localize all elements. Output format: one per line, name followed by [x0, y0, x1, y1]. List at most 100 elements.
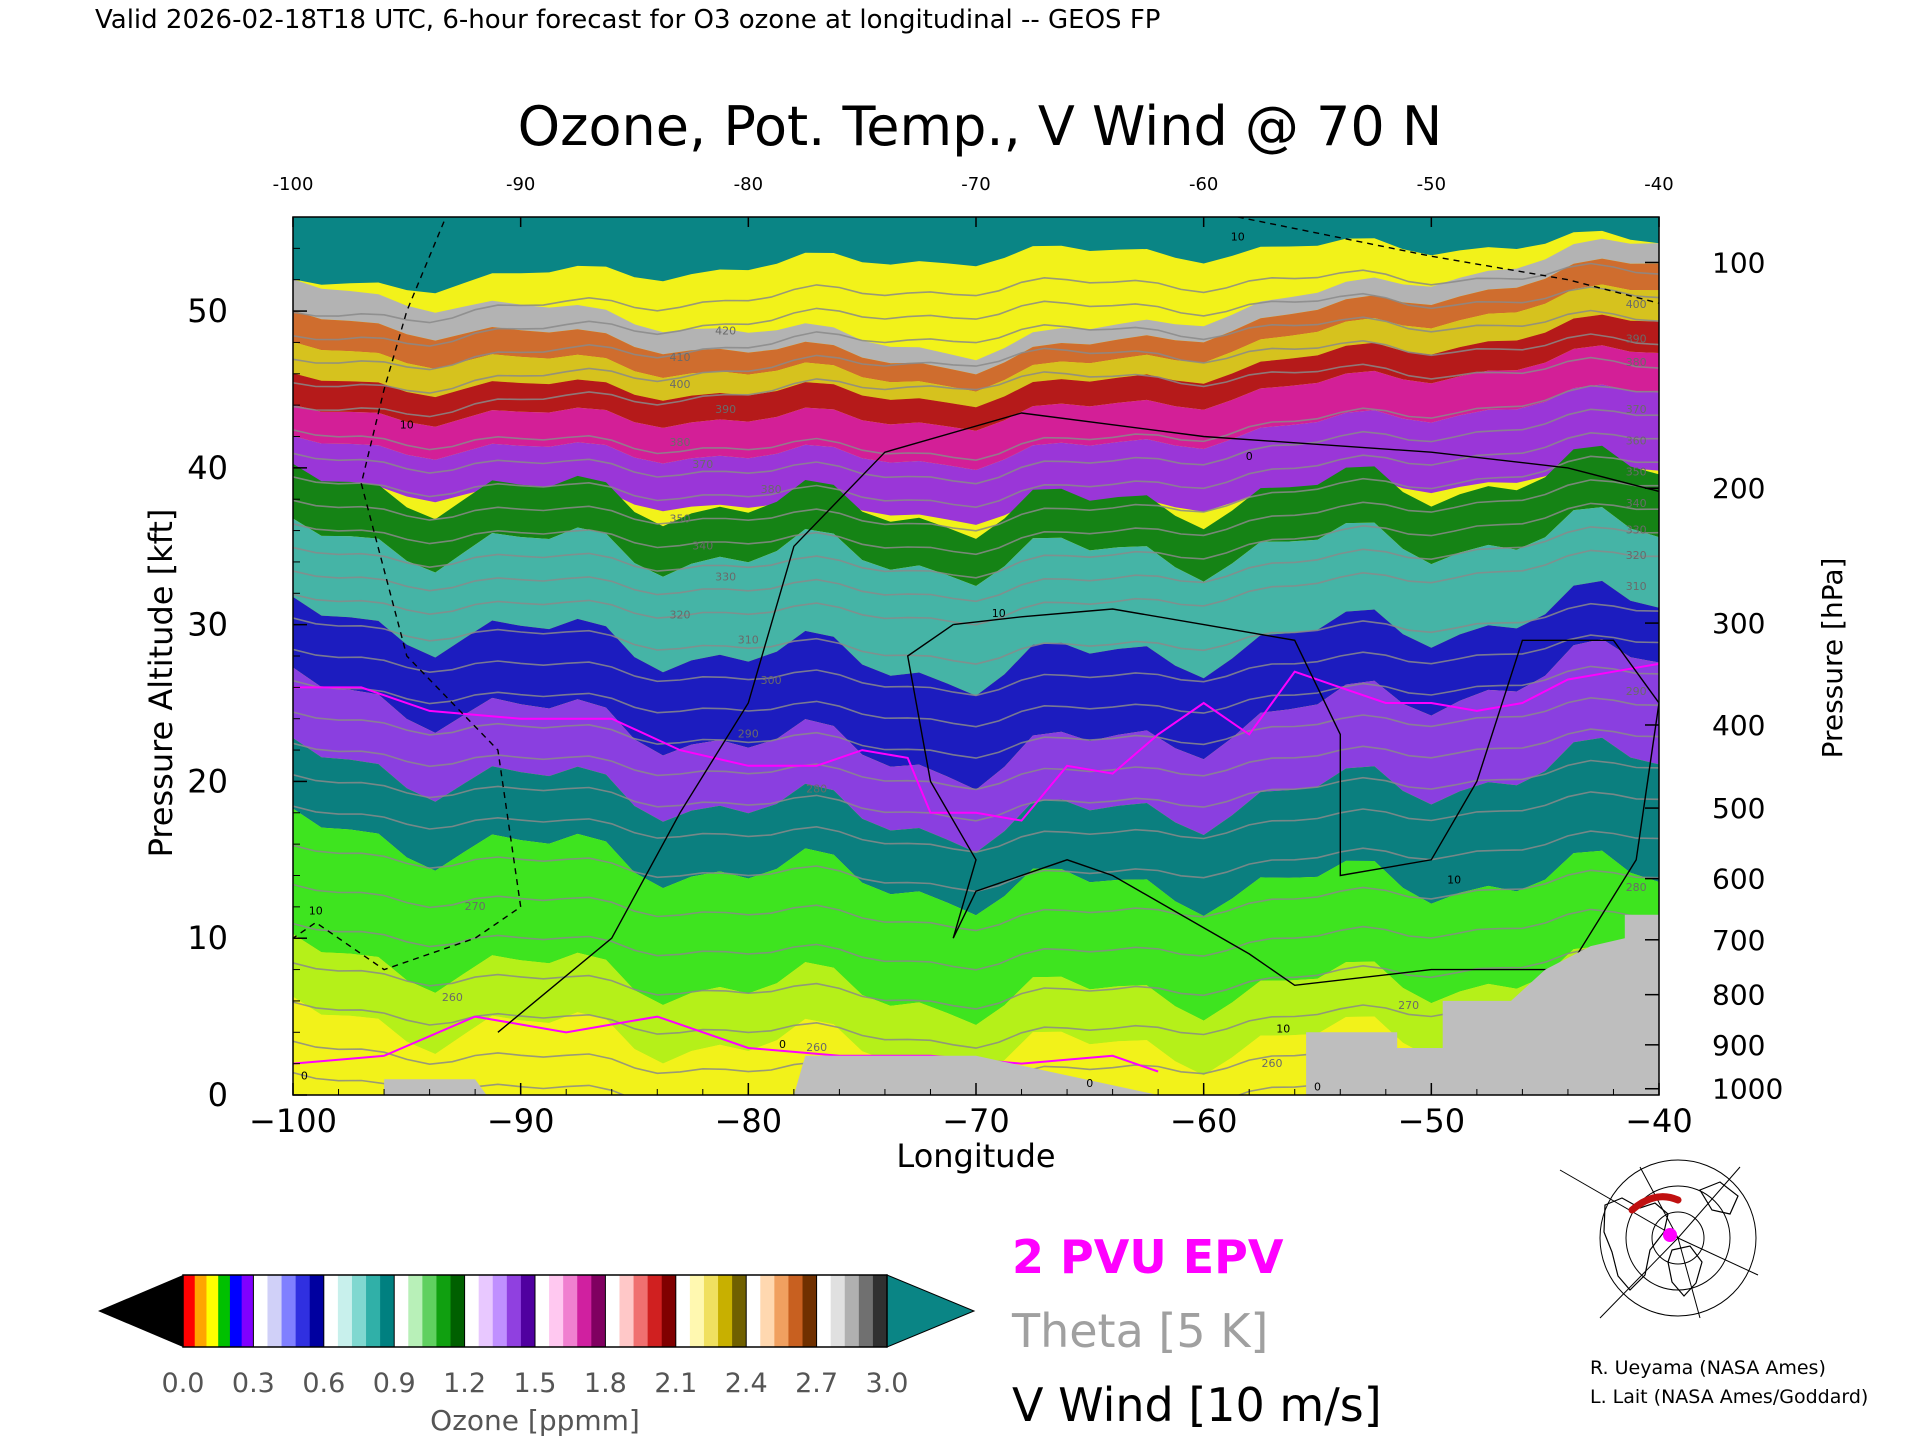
theta-contour-label: 350	[670, 513, 691, 526]
colorbar-cell	[802, 1275, 818, 1347]
colorbar-cell	[549, 1275, 564, 1347]
colorbar-cell	[295, 1275, 311, 1347]
pressure-tick-label: 600	[1712, 863, 1765, 896]
vwind-contours	[293, 217, 1659, 1033]
colorbar-cell	[844, 1275, 860, 1347]
colorbar-cell	[194, 1275, 208, 1347]
y-tick-label: 40	[187, 449, 228, 487]
colorbar-cell	[605, 1275, 621, 1347]
pressure-tick-label: 300	[1712, 607, 1765, 640]
vwind-contour-negative	[293, 217, 522, 971]
theta-contour-line	[293, 455, 1659, 532]
x-axis-label: Longitude	[896, 1137, 1055, 1175]
theta-contour-label: 370	[1626, 403, 1647, 416]
theta-contour-label: 260	[442, 991, 463, 1004]
vwind-contour-label: 10	[1276, 1022, 1290, 1035]
colorbar-cell	[633, 1275, 649, 1347]
chart-title: Ozone, Pot. Temp., V Wind @ 70 N	[518, 95, 1443, 158]
colorbar-tick-label: 2.7	[795, 1368, 838, 1399]
theta-contour-line	[293, 602, 1659, 665]
vwind-contour-zero	[497, 412, 1659, 1033]
colorbar-cell	[366, 1275, 381, 1347]
colorbar-tick-label: 3.0	[866, 1368, 909, 1399]
vwind-contour-positive	[906, 608, 1659, 987]
theta-contour-line	[293, 309, 1659, 371]
colorbar-segments	[182, 1275, 888, 1347]
legend-theta: Theta [5 K]	[1011, 1304, 1268, 1358]
colorbar-cell	[464, 1275, 480, 1347]
theta-contour-line	[293, 356, 1659, 418]
vwind-contour-label: 10	[309, 905, 323, 918]
colorbar-cell	[577, 1275, 592, 1347]
vwind-contour-label: 10	[1231, 231, 1245, 244]
y-tick-label: 10	[187, 919, 228, 957]
theta-contour-label: 280	[806, 782, 827, 795]
plot-area: 4204104003903803703803503403303203103002…	[293, 217, 1659, 1095]
colorbar-tick-label: 2.1	[654, 1368, 697, 1399]
x-axis: −100 −90 −80 −70 −60 −50 −40	[249, 1083, 1693, 1140]
ozone-layer-2.55	[293, 258, 1659, 392]
ozone-layer-0.45	[293, 580, 1659, 790]
colorbar-cell	[253, 1275, 269, 1347]
locator-map	[1559, 1159, 1759, 1319]
pressure-tick-label: 500	[1712, 792, 1765, 825]
theta-contour-label: 380	[761, 483, 782, 496]
colorbar-cell	[872, 1275, 888, 1347]
theta-contour-label: 260	[806, 1041, 827, 1054]
colorbar-cell	[206, 1275, 219, 1347]
ozone-field	[293, 217, 1659, 1095]
colorbar-cell	[492, 1275, 508, 1347]
vwind-contour-negative	[1237, 217, 1659, 304]
legend-epv: 2 PVU EPV	[1012, 1230, 1284, 1284]
colorbar-tick-label: 1.5	[514, 1368, 557, 1399]
y-axis-kft: 0 10 20 30 40 50	[187, 247, 307, 1114]
theta-contour-line	[293, 431, 1659, 509]
theta-contour-label: 290	[1626, 685, 1647, 698]
colorbar-cell	[830, 1275, 846, 1347]
colorbar-cell	[563, 1275, 578, 1347]
theta-contour-label: 290	[738, 728, 759, 741]
colorbar-cell	[718, 1275, 733, 1347]
colorbar-cell	[183, 1275, 196, 1347]
colorbar-cell	[408, 1275, 423, 1347]
epv-contour-line	[293, 1015, 1159, 1073]
theta-contour-label: 330	[715, 571, 736, 584]
theta-contour-line	[293, 759, 1659, 822]
colorbar-tick-label: 0.9	[373, 1368, 416, 1399]
theta-contour-label: 300	[761, 674, 782, 687]
theta-contour-label: 360	[1626, 434, 1647, 447]
colorbar-tick-label: 1.8	[584, 1368, 627, 1399]
colorbar-cell	[774, 1275, 790, 1347]
pressure-tick-label: 900	[1712, 1029, 1765, 1062]
colorbar-cell	[436, 1275, 452, 1347]
theta-contour-label: 410	[670, 351, 691, 364]
colorbar-cell	[337, 1275, 353, 1347]
colorbar-cell	[323, 1275, 339, 1347]
top-tick-label: -70	[961, 174, 990, 195]
colorbar-cell	[506, 1275, 522, 1347]
theta-contour-line	[293, 908, 1659, 971]
colorbar-high-arrow	[886, 1274, 976, 1348]
theta-contour-line	[293, 634, 1659, 697]
vwind-contour-label: 0	[301, 1069, 308, 1082]
theta-contour-label: 350	[1626, 466, 1647, 479]
pressure-tick-label: 400	[1712, 709, 1765, 742]
colorbar-cell	[661, 1275, 677, 1347]
colorbar-tick-label: 1.2	[443, 1368, 486, 1399]
theta-contour-line	[293, 947, 1659, 1010]
colorbar-tick-label: 2.4	[725, 1368, 768, 1399]
pressure-tick-label: 800	[1712, 979, 1765, 1012]
colorbar-tick-label: 0.0	[162, 1368, 205, 1399]
vwind-contour-label: 10	[1447, 873, 1461, 886]
theta-contour-line	[293, 408, 1659, 485]
colorbar-cell	[675, 1275, 691, 1347]
theta-contour-label: 330	[1626, 524, 1647, 537]
vwind-contour-label: 10	[400, 419, 414, 432]
colorbar-cell	[760, 1275, 775, 1347]
ozone-layer-0.1	[293, 934, 1659, 1080]
theta-contour-label: 380	[1626, 356, 1647, 369]
ozone-layer-0.95	[293, 445, 1659, 586]
x-tick-label: −50	[1398, 1102, 1466, 1140]
colorbar-cell	[535, 1275, 550, 1347]
theta-contour-line	[293, 549, 1659, 626]
